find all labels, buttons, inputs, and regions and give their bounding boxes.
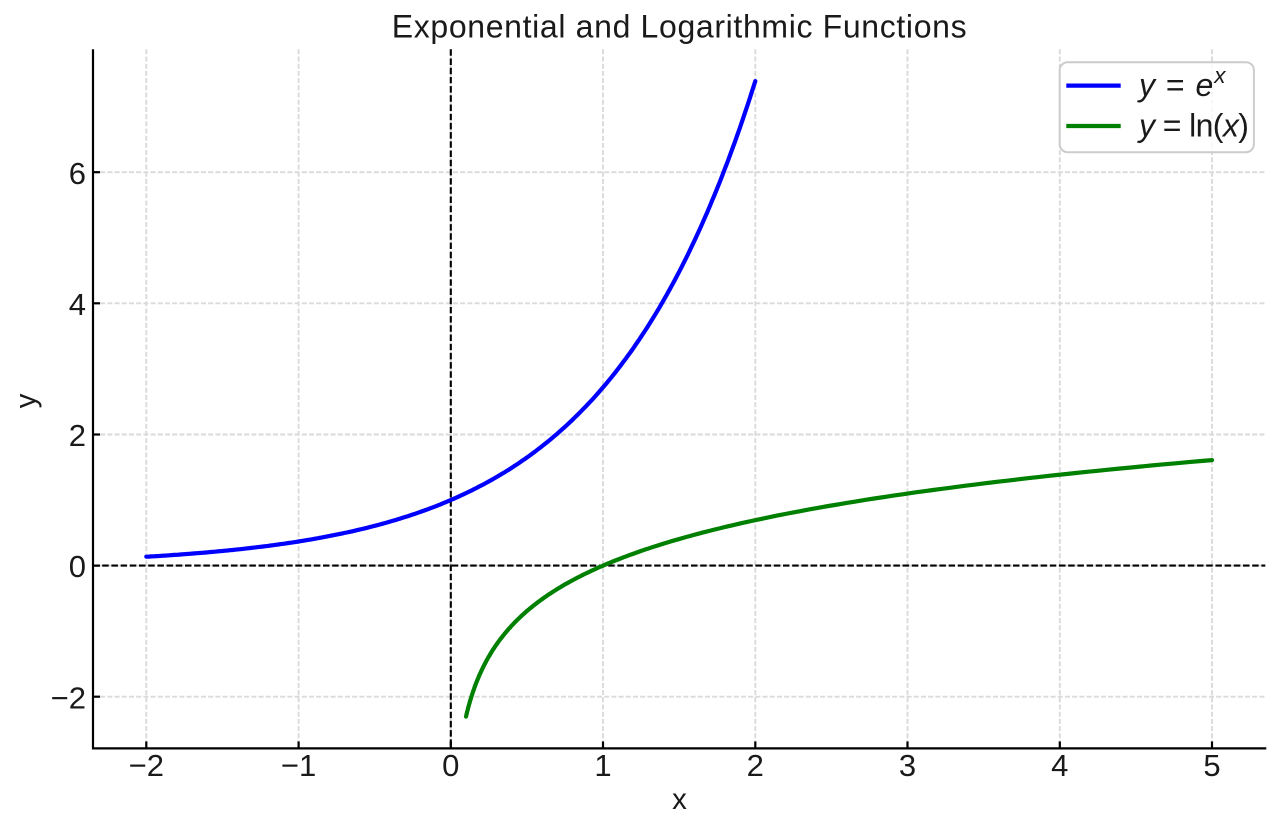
svg-text:2: 2 bbox=[69, 418, 86, 453]
svg-text:4: 4 bbox=[69, 287, 86, 322]
svg-text:x: x bbox=[672, 783, 687, 816]
svg-text:−2: −2 bbox=[51, 680, 86, 715]
svg-text:0: 0 bbox=[442, 748, 459, 783]
svg-text:y = ln(x): y = ln(x) bbox=[1137, 108, 1248, 144]
svg-text:4: 4 bbox=[1051, 748, 1068, 783]
svg-text:2: 2 bbox=[747, 748, 764, 783]
svg-text:y = ex: y = ex bbox=[1137, 63, 1227, 103]
svg-text:y: y bbox=[10, 393, 43, 408]
svg-text:−1: −1 bbox=[281, 748, 316, 783]
svg-text:−2: −2 bbox=[129, 748, 164, 783]
svg-text:Exponential and Logarithmic Fu: Exponential and Logarithmic Functions bbox=[392, 9, 968, 45]
svg-text:1: 1 bbox=[594, 748, 611, 783]
svg-text:6: 6 bbox=[69, 156, 86, 191]
svg-text:5: 5 bbox=[1203, 748, 1220, 783]
svg-text:3: 3 bbox=[899, 748, 916, 783]
svg-text:0: 0 bbox=[69, 549, 86, 584]
